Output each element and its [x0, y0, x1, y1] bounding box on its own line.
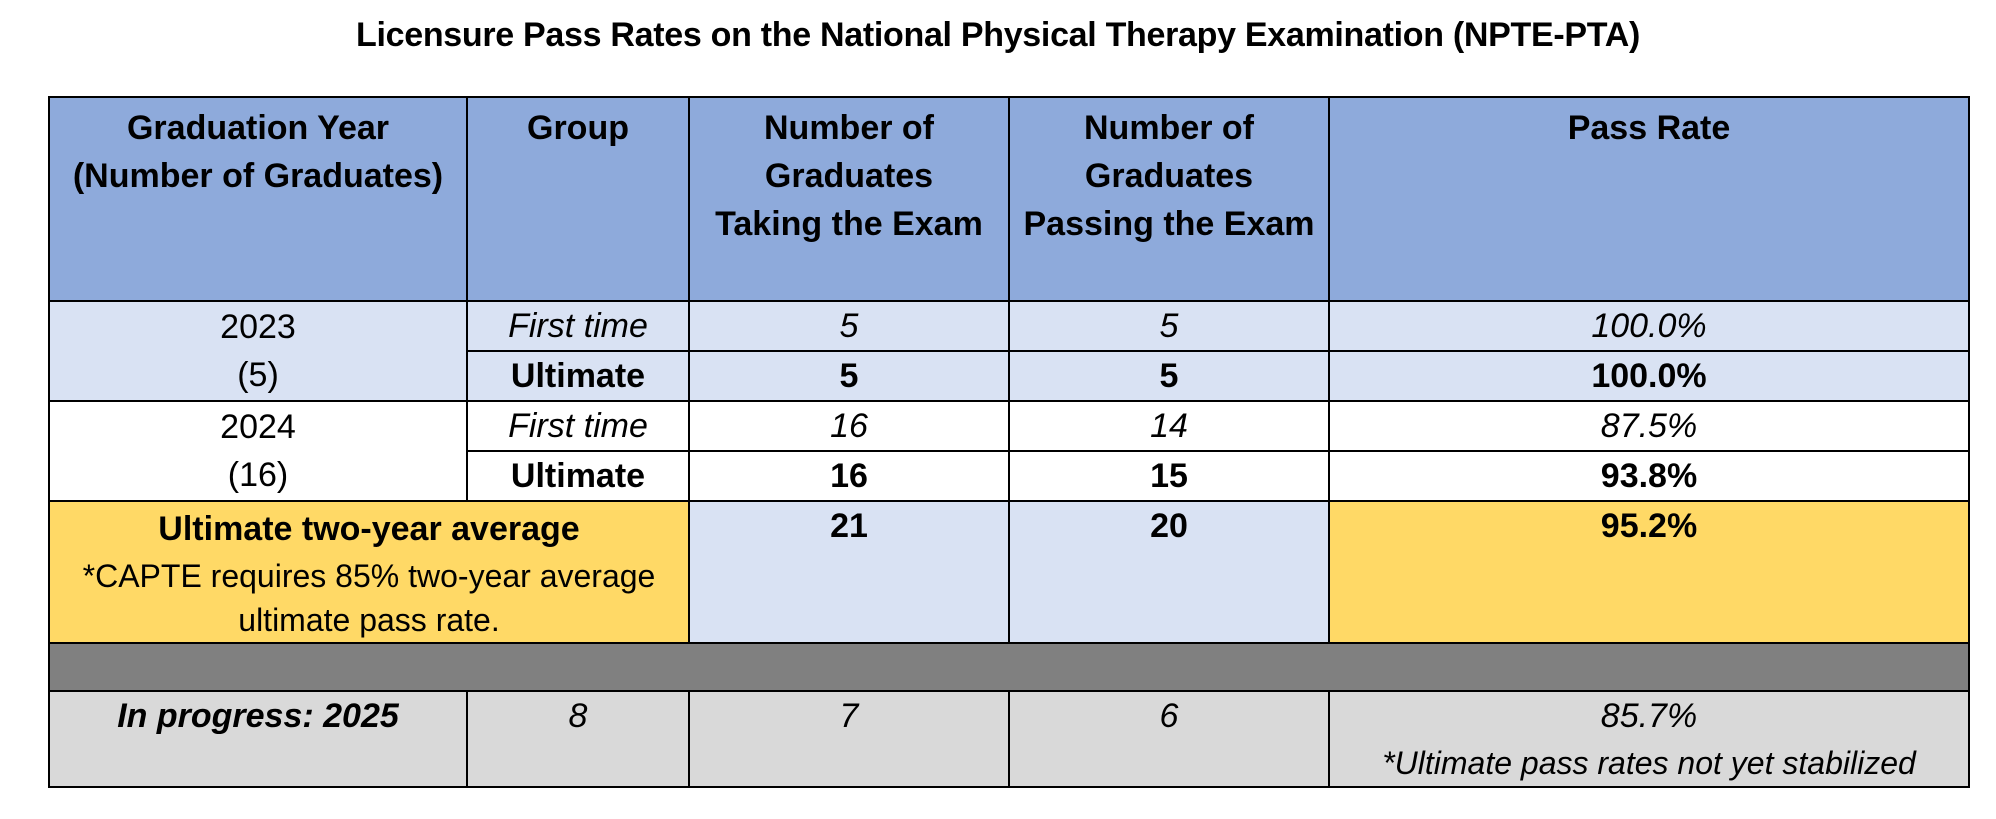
passing-cell: 5 [1008, 300, 1330, 352]
header-text: Graduates [1084, 157, 1254, 195]
passing-cell: 5 [1008, 350, 1330, 402]
passing-cell: 14 [1008, 400, 1330, 452]
capte-note: ultimate pass rate. [238, 602, 500, 638]
separator-row [48, 642, 1970, 692]
rate-cell: 100.0% [1328, 350, 1970, 402]
table-row: 2024 (16) First time 16 14 87.5% [48, 400, 1970, 502]
header-group: Group [466, 96, 690, 302]
capte-note: *CAPTE requires 85% two-year average [82, 558, 656, 594]
in-progress-rate-cell: 85.7% *Ultimate pass rates not yet stabi… [1328, 690, 1970, 788]
rate-cell: 93.8% [1328, 450, 1970, 502]
in-progress-group: 8 [466, 690, 690, 788]
header-text: Graduates [764, 157, 934, 195]
in-progress-rate: 85.7% [1600, 697, 1698, 735]
graduates-count: (16) [227, 456, 289, 494]
group-cell: First time [466, 400, 690, 452]
separator-cell [48, 642, 1970, 692]
in-progress-label: In progress: 2025 [48, 690, 468, 788]
rate-cell: 100.0% [1328, 300, 1970, 352]
header-text: Number of [764, 109, 934, 147]
group-cell: First time [466, 300, 690, 352]
stabilized-note: *Ultimate pass rates not yet stabilized [1382, 745, 1916, 781]
group-cell: Ultimate [466, 350, 690, 402]
taking-cell: 16 [688, 450, 1010, 502]
average-label-cell: Ultimate two-year average *CAPTE require… [48, 500, 690, 644]
header-row: Graduation Year (Number of Graduates) Gr… [48, 96, 1970, 302]
year-label: 2024 [220, 408, 296, 446]
header-text: Group [527, 109, 629, 147]
taking-cell: 5 [688, 350, 1010, 402]
in-progress-row: In progress: 2025 8 7 6 85.7% *Ultimate … [48, 690, 1970, 788]
average-passing: 20 [1008, 500, 1330, 644]
page-title: Licensure Pass Rates on the National Phy… [355, 16, 1641, 54]
header-graduation-year: Graduation Year (Number of Graduates) [48, 96, 468, 302]
table-row: Ultimate 5 5 100.0% [49, 350, 1970, 402]
header-text: (Number of Graduates) [72, 157, 444, 195]
year-label: 2023 [220, 308, 296, 346]
header-taking: Number of Graduates Taking the Exam [688, 96, 1010, 302]
average-taking: 21 [688, 500, 1010, 644]
year-cell: 2024 (16) [48, 400, 468, 502]
average-label: Ultimate two-year average [158, 510, 580, 548]
graduates-count: (5) [237, 356, 279, 394]
taking-cell: 16 [688, 400, 1010, 452]
average-rate: 95.2% [1328, 500, 1970, 644]
header-text: Passing the Exam [1023, 205, 1315, 243]
header-text: Graduation Year [126, 109, 390, 147]
header-text: Number of [1084, 109, 1254, 147]
header-text: Taking the Exam [715, 205, 983, 243]
year-cell: 2023 (5) [48, 300, 468, 402]
header-text: Pass Rate [1567, 109, 1731, 147]
in-progress-taking: 7 [688, 690, 1010, 788]
in-progress-passing: 6 [1008, 690, 1330, 788]
table-row: 2023 (5) First time 5 5 100.0% [48, 300, 1970, 402]
taking-cell: 5 [688, 300, 1010, 352]
passing-cell: 15 [1008, 450, 1330, 502]
rate-cell: 87.5% [1328, 400, 1970, 452]
group-cell: Ultimate [466, 450, 690, 502]
header-pass-rate: Pass Rate [1328, 96, 1970, 302]
pass-rates-table: Graduation Year (Number of Graduates) Gr… [48, 96, 1970, 788]
average-row: Ultimate two-year average *CAPTE require… [48, 500, 1970, 644]
header-passing: Number of Graduates Passing the Exam [1008, 96, 1330, 302]
